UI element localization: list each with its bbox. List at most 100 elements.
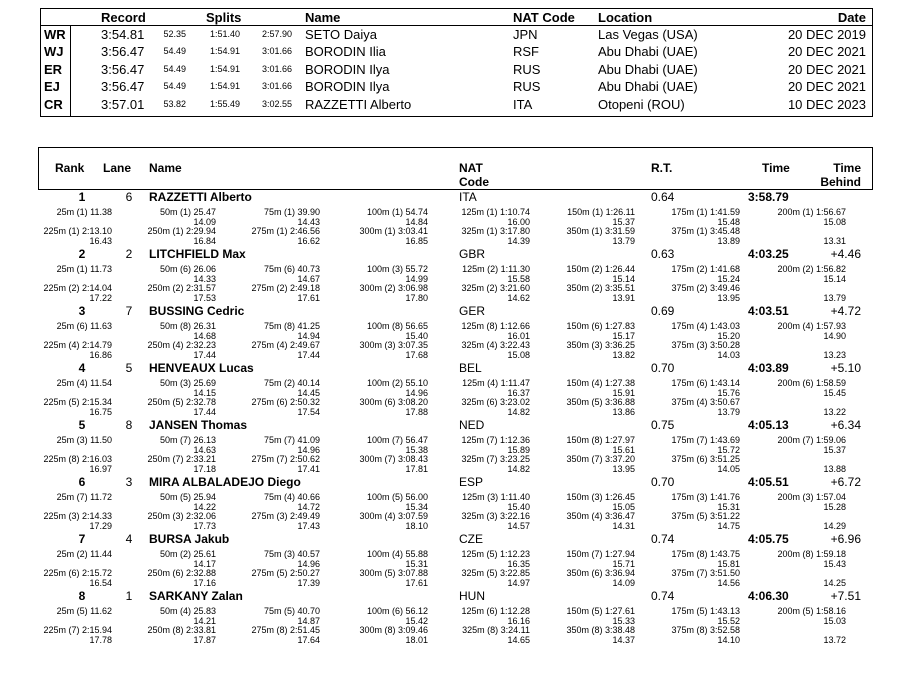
split-diff: 14.99 [405,273,428,284]
record-time: 3:54.81 [101,26,145,42]
split-diff: 17.81 [405,463,428,474]
split: 25m (6) 11.63 [56,320,112,331]
split-diff: 17.18 [193,463,216,474]
record-location: Otopeni (ROU) [598,96,685,112]
split: 350m (3) 3:36.25 [566,339,635,350]
final-time: 4:06.30 [748,589,789,603]
record-location: Abu Dhabi (UAE) [598,61,698,77]
rank: 2 [78,247,86,261]
split-diff: 15.71 [612,558,635,569]
split: 350m (4) 3:36.47 [566,510,635,521]
split: 325m (3) 3:22.16 [461,510,530,521]
split-diff: 15.43 [823,558,846,569]
split: 125m (4) 1:11.47 [462,377,530,388]
reaction-time: 0.70 [651,361,675,375]
athlete-name: JANSEN Thomas [149,418,248,432]
split-diff: 14.33 [193,273,216,284]
split: 175m (2) 1:41.68 [671,263,740,274]
split: 325m (5) 3:22.85 [461,567,530,578]
record-split: 1:54.91 [209,63,240,74]
results-header: Time Behind [820,160,861,189]
lane: 1 [125,589,133,603]
split: 225m (3) 2:14.33 [43,510,112,521]
split-diff: 16.43 [89,235,112,246]
split-diff: 17.43 [297,520,320,531]
split-diff: 14.09 [193,216,216,227]
split: 275m (2) 2:49.18 [251,282,320,293]
lane: 7 [125,304,133,318]
split-diff: 14.96 [405,387,428,398]
split: 375m (2) 3:49.46 [671,282,740,293]
nat-code: ESP [459,475,484,489]
results-header: Name [149,161,182,175]
reaction-time: 0.74 [651,532,675,546]
split: 375m (3) 3:50.28 [671,339,740,350]
split-diff: 14.82 [507,463,530,474]
record-name: BORODIN Ilia [305,44,386,59]
split-diff: 13.22 [823,406,846,417]
record-date: 20 DEC 2021 [787,61,866,77]
split-diff: 17.73 [193,520,216,531]
split-diff: 15.52 [717,615,740,626]
split: 250m (1) 2:29.94 [147,225,216,236]
records-header: Location [598,9,653,25]
records-header: Splits [206,9,242,25]
split: 50m (7) 26.13 [159,434,216,445]
split: 150m (3) 1:26.45 [566,491,635,502]
split: 375m (4) 3:50.67 [671,396,740,407]
record-split: 53.82 [163,98,186,109]
split: 350m (6) 3:36.94 [566,567,635,578]
rank: 1 [78,190,86,204]
split: 325m (2) 3:21.60 [461,282,530,293]
split-diff: 17.53 [193,292,216,303]
record-split: 3:02.55 [261,98,292,109]
split-diff: 14.37 [612,634,635,645]
split-diff: 17.54 [297,406,320,417]
time-behind: +5.10 [830,361,861,375]
split-diff: 16.86 [89,349,112,360]
split: 325m (8) 3:24.11 [462,624,530,635]
records-header-rule [40,25,873,26]
split-diff: 13.72 [823,634,846,645]
record-location: Abu Dhabi (UAE) [598,79,698,94]
split-diff: 16.75 [89,406,112,417]
split: 50m (3) 25.69 [159,377,216,388]
split-diff: 14.84 [405,216,428,227]
lane: 5 [125,361,133,375]
split: 25m (3) 11.50 [56,434,112,445]
record-nat: RUS [513,79,541,94]
split-diff: 14.68 [193,330,216,341]
record-split: 3:01.66 [261,63,292,74]
split-diff: 13.82 [612,349,635,360]
split-diff: 15.14 [612,273,635,284]
split-diff: 17.39 [297,577,320,588]
split: 300m (4) 3:07.59 [359,510,428,521]
split-diff: 15.31 [717,501,740,512]
split: 125m (1) 1:10.74 [461,206,530,217]
record-code: ER [44,61,63,77]
split: 125m (8) 1:12.66 [461,320,530,331]
record-code: CR [44,96,63,112]
split: 125m (3) 1:11.40 [462,491,530,502]
record-split: 54.49 [163,63,186,74]
split: 100m (1) 54.74 [366,206,428,217]
athlete-name: LITCHFIELD Max [149,247,246,261]
final-time: 4:05.51 [748,475,789,489]
split: 175m (3) 1:41.76 [671,491,740,502]
athlete-name: BUSSING Cedric [149,304,245,318]
record-nat: JPN [513,26,538,42]
record-location: Abu Dhabi (UAE) [598,44,698,59]
results-header: Lane [103,161,132,175]
split-diff: 15.17 [612,330,635,341]
split: 300m (5) 3:07.88 [359,567,428,578]
split-diff: 13.95 [612,463,635,474]
record-location: Las Vegas (USA) [598,26,698,42]
results-header: R.T. [651,161,673,175]
nat-code: HUN [459,589,485,603]
results-header: Time [762,161,790,175]
split: 350m (2) 3:35.51 [566,282,635,293]
record-split: 1:55.49 [209,98,240,109]
split-diff: 16.62 [297,235,320,246]
split: 200m (4) 1:57.93 [777,320,846,331]
